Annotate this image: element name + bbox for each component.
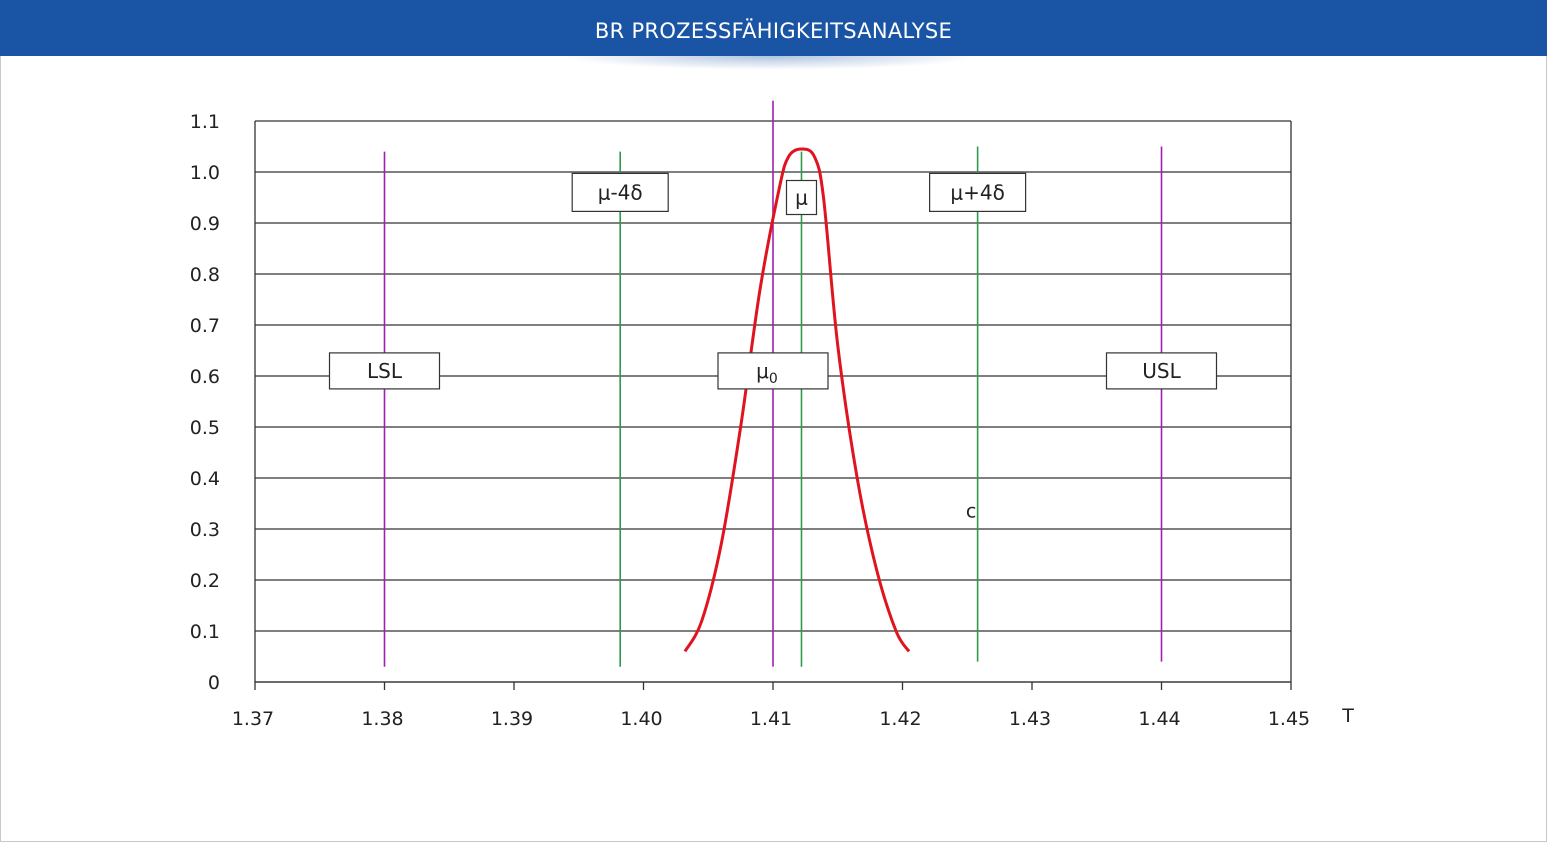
header-bar: BR PROZESSFÄHIGKEITSANALYSE <box>0 0 1547 56</box>
label--4--box: μ+4δ <box>929 172 1027 212</box>
label-text: μ+4δ <box>950 180 1004 204</box>
x-tick-label: 1.40 <box>620 708 662 730</box>
label-usl-box: USL <box>1105 352 1218 390</box>
label-frame <box>1105 352 1218 390</box>
label---box: μ <box>785 179 818 216</box>
y-tick-label: 1.1 <box>190 111 220 133</box>
label-frame <box>929 172 1027 212</box>
y-tick-label: 0.9 <box>190 213 220 235</box>
y-tick-label: 0 <box>208 672 220 694</box>
axis-layer: 0 0.1 0.2 0.3 0.4 0.5 0.6 0.7 0.8 0.9 1.0 1.1 1.37 1.… <box>190 111 1354 730</box>
y-tick-label: 0.8 <box>190 264 220 286</box>
label-frame <box>785 179 818 216</box>
y-tick-label: 0.2 <box>190 570 220 592</box>
reference-labels: LSL μ-4δ μ0 μ μ+4δ USL <box>328 172 1218 390</box>
y-tick-label: 0.4 <box>190 468 220 490</box>
label--0-box: μ0 <box>717 352 829 390</box>
x-tick-label: 1.39 <box>491 708 533 730</box>
y-tick-label: 0.3 <box>190 519 220 541</box>
y-tick-label: 1.0 <box>190 162 220 184</box>
label-lsl-box: LSL <box>328 352 441 390</box>
x-axis-label: T <box>1341 705 1354 727</box>
x-tick-label: 1.44 <box>1138 708 1180 730</box>
x-tick-label: 1.42 <box>879 708 921 730</box>
label-text: μ-4δ <box>598 180 643 204</box>
label-text: μ <box>795 186 808 210</box>
label-frame <box>571 172 669 212</box>
curve-layer <box>683 147 911 653</box>
label-subscript: 0 <box>769 371 778 387</box>
distribution-curve <box>683 147 911 653</box>
annotations: c <box>966 501 976 523</box>
y-tick-label: 0.6 <box>190 366 220 388</box>
x-tick-label: 1.45 <box>1268 708 1310 730</box>
label-frame <box>717 352 829 390</box>
x-tick-label: 1.43 <box>1009 708 1051 730</box>
x-tick-label: 1.37 <box>232 708 274 730</box>
reference-lines <box>383 100 1163 667</box>
y-tick-label: 0.7 <box>190 315 220 337</box>
y-tick-label: 0.5 <box>190 417 220 439</box>
header-shadow <box>560 56 980 70</box>
x-tick-label: 1.41 <box>750 708 792 730</box>
label-frame <box>328 352 441 390</box>
annotation-c: c <box>966 501 976 523</box>
label--4--box: μ-4δ <box>571 172 669 212</box>
label-text: LSL <box>367 359 403 383</box>
x-tick-label: 1.38 <box>361 708 403 730</box>
page-title: BR PROZESSFÄHIGKEITSANALYSE <box>594 19 953 43</box>
y-tick-label: 0.1 <box>190 621 220 643</box>
label-text: USL <box>1142 359 1181 383</box>
